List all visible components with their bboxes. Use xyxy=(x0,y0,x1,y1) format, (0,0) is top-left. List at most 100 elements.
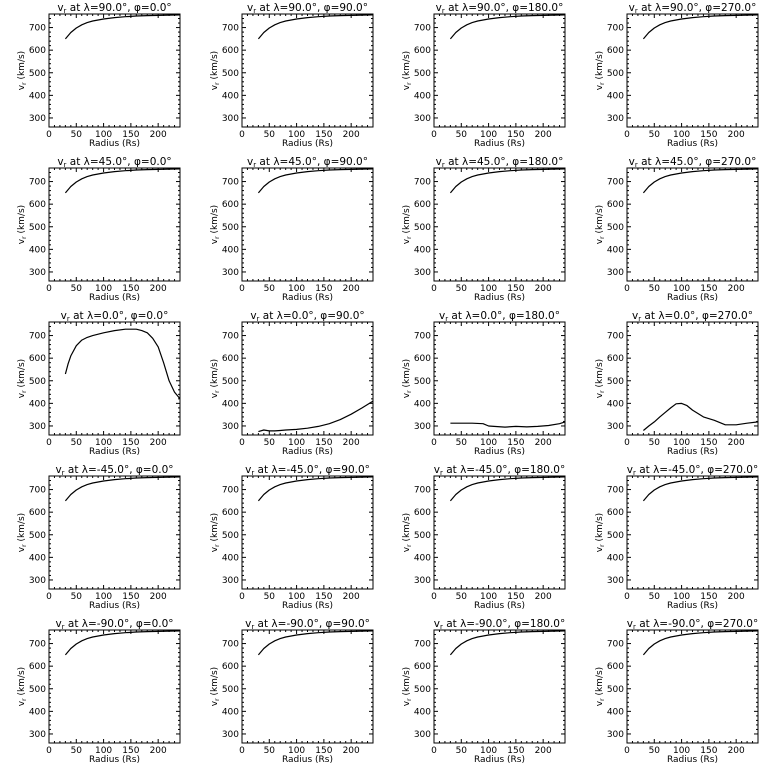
plot-frame xyxy=(433,167,566,282)
y-tick-label: 300 xyxy=(607,422,624,432)
x-axis-label: Radius (Rs) xyxy=(667,139,718,149)
x-tick-label: 0 xyxy=(431,130,437,140)
y-tick-label: 600 xyxy=(607,662,624,672)
chart-panel: vr at λ=45.0°, φ=90.0° 0 50 100 150 200 300 400… xyxy=(210,156,374,303)
y-tick-label: 600 xyxy=(414,46,431,56)
x-tick-label: 0 xyxy=(624,746,630,756)
x-tick-label: 200 xyxy=(343,284,360,294)
series-line xyxy=(449,476,566,502)
x-tick-label: 0 xyxy=(46,438,52,448)
y-tick-label: 500 xyxy=(607,685,624,695)
plot-frame xyxy=(241,475,374,590)
x-tick-label: 200 xyxy=(728,284,745,294)
x-tick-label: 150 xyxy=(507,438,524,448)
x-tick-label: 200 xyxy=(150,592,167,602)
y-tick-label: 400 xyxy=(414,245,431,255)
x-axis-label: Radius (Rs) xyxy=(89,755,140,765)
x-tick-label: 50 xyxy=(649,130,661,140)
y-axis-label: vr (km/s) xyxy=(17,667,28,706)
x-tick-label: 0 xyxy=(46,592,52,602)
chart-panel: vr at λ=90.0°, φ=0.0° 0 50 100 150 200 300 400 5… xyxy=(17,2,181,149)
y-tick-label: 700 xyxy=(607,640,624,650)
x-tick-label: 50 xyxy=(456,130,468,140)
y-tick-label: 400 xyxy=(222,707,239,717)
series-line xyxy=(449,168,566,194)
y-tick-label: 700 xyxy=(29,178,46,188)
y-tick-label: 700 xyxy=(607,486,624,496)
x-tick-label: 200 xyxy=(343,130,360,140)
y-tick-label: 500 xyxy=(607,69,624,79)
x-tick-label: 0 xyxy=(624,592,630,602)
y-tick-label: 600 xyxy=(607,354,624,364)
x-axis-label: Radius (Rs) xyxy=(282,601,333,611)
y-axis-label: vr (km/s) xyxy=(17,205,28,244)
chart-panel: vr at λ=0.0°, φ=270.0° 0 50 100 150 200 300 400… xyxy=(595,310,759,457)
x-tick-label: 50 xyxy=(71,746,83,756)
plot-frame xyxy=(241,629,374,744)
x-tick-label: 200 xyxy=(150,130,167,140)
y-tick-label: 600 xyxy=(414,200,431,210)
y-tick-label: 300 xyxy=(607,730,624,740)
y-tick-label: 500 xyxy=(414,223,431,233)
y-tick-label: 700 xyxy=(414,24,431,34)
x-tick-label: 0 xyxy=(46,284,52,294)
x-tick-label: 200 xyxy=(150,284,167,294)
panel-title: vr at λ=-45.0°, φ=90.0° xyxy=(245,464,370,477)
panel-title: vr at λ=45.0°, φ=90.0° xyxy=(247,156,368,169)
y-tick-label: 700 xyxy=(414,178,431,188)
chart-panel: vr at λ=90.0°, φ=180.0° 0 50 100 150 200 300 40… xyxy=(402,2,566,149)
y-tick-label: 400 xyxy=(29,707,46,717)
x-tick-label: 200 xyxy=(150,438,167,448)
x-tick-label: 200 xyxy=(535,284,552,294)
plot-frame xyxy=(241,321,374,436)
y-tick-label: 500 xyxy=(29,377,46,387)
x-tick-label: 100 xyxy=(480,746,497,756)
chart-panel: vr at λ=-45.0°, φ=270.0° 0 50 100 150 200 300 4… xyxy=(595,464,759,611)
x-tick-label: 100 xyxy=(288,130,305,140)
x-tick-label: 150 xyxy=(700,130,717,140)
y-tick-label: 700 xyxy=(222,486,239,496)
y-axis-label: vr (km/s) xyxy=(595,51,606,90)
chart-panel: vr at λ=0.0°, φ=0.0° 0 50 100 150 200 300 400 50… xyxy=(17,310,181,457)
chart-panel: vr at λ=0.0°, φ=90.0° 0 50 100 150 200 300 400 5… xyxy=(210,310,374,457)
x-tick-label: 50 xyxy=(71,284,83,294)
series-line xyxy=(64,328,181,400)
x-axis-label: Radius (Rs) xyxy=(474,293,525,303)
y-tick-label: 700 xyxy=(607,24,624,34)
panel-title: vr at λ=45.0°, φ=0.0° xyxy=(57,156,171,169)
y-tick-label: 600 xyxy=(29,662,46,672)
y-tick-label: 700 xyxy=(29,24,46,34)
x-tick-label: 150 xyxy=(507,130,524,140)
x-tick-label: 100 xyxy=(480,438,497,448)
plot-frame xyxy=(433,629,566,744)
y-tick-label: 400 xyxy=(607,707,624,717)
series-line xyxy=(449,14,566,40)
x-tick-label: 50 xyxy=(71,130,83,140)
series-line xyxy=(258,400,374,433)
x-tick-label: 200 xyxy=(728,592,745,602)
panel-title: vr at λ=0.0°, φ=270.0° xyxy=(632,310,753,323)
y-tick-label: 400 xyxy=(607,91,624,101)
x-tick-label: 50 xyxy=(649,746,661,756)
x-tick-label: 50 xyxy=(456,438,468,448)
x-tick-label: 0 xyxy=(624,284,630,294)
y-tick-label: 500 xyxy=(29,223,46,233)
y-axis-label: vr (km/s) xyxy=(595,359,606,398)
x-tick-label: 0 xyxy=(239,592,245,602)
y-tick-label: 600 xyxy=(607,200,624,210)
panel-title: vr at λ=-90.0°, φ=90.0° xyxy=(245,618,370,631)
y-tick-label: 500 xyxy=(414,69,431,79)
x-tick-label: 150 xyxy=(315,130,332,140)
y-tick-label: 700 xyxy=(222,332,239,342)
x-tick-label: 100 xyxy=(95,592,112,602)
panel-title: vr at λ=0.0°, φ=180.0° xyxy=(439,310,560,323)
series-line xyxy=(642,168,759,194)
x-tick-label: 0 xyxy=(46,746,52,756)
y-tick-label: 600 xyxy=(222,46,239,56)
chart-panel: vr at λ=-90.0°, φ=270.0° 0 50 100 150 200 300 4… xyxy=(595,618,759,765)
y-tick-label: 400 xyxy=(29,245,46,255)
plot-frame xyxy=(433,321,566,436)
chart-panel: vr at λ=-45.0°, φ=180.0° 0 50 100 150 200 300 4… xyxy=(402,464,566,611)
x-axis-label: Radius (Rs) xyxy=(474,139,525,149)
